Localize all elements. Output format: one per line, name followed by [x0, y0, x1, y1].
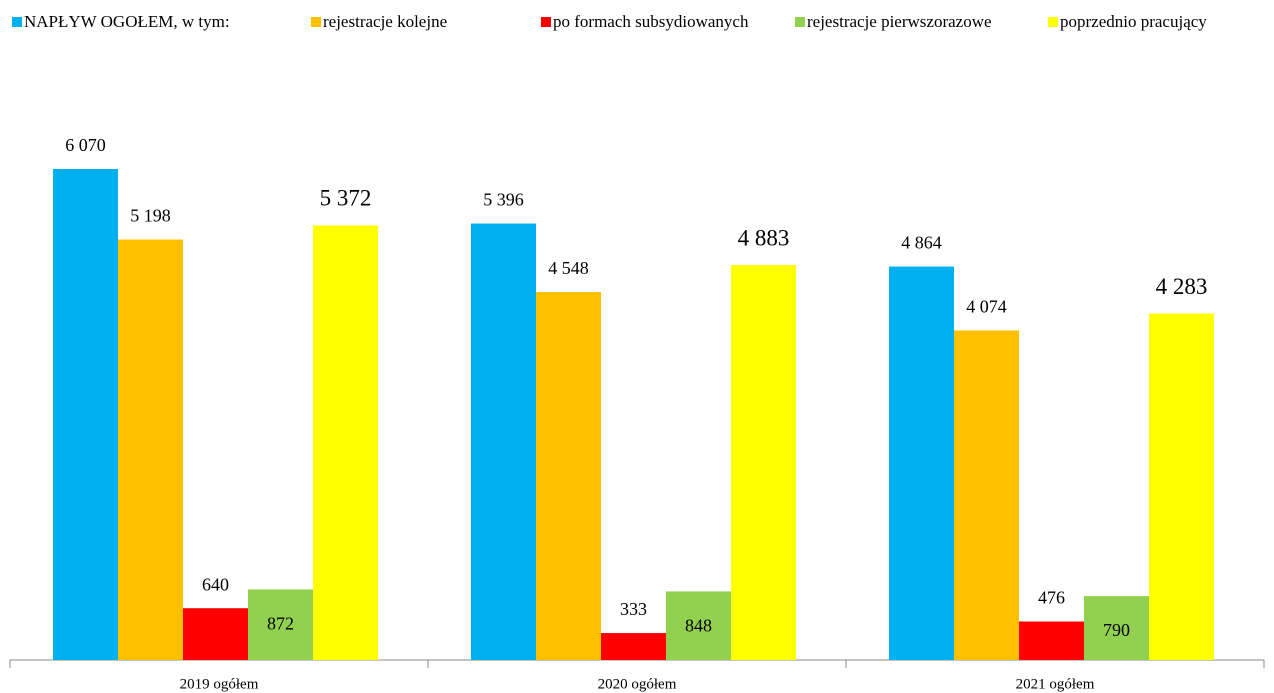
bar: [183, 608, 248, 660]
data-label: 4 074: [966, 297, 1007, 317]
x-tick-label: 2020 ogółem: [598, 676, 677, 692]
bar: [536, 292, 601, 660]
bar: [601, 633, 666, 660]
legend-label: rejestracje kolejne: [323, 12, 447, 31]
legend-swatch: [12, 17, 22, 27]
legend-label: po formach subsydiowanych: [553, 12, 749, 31]
legend-swatch: [311, 17, 321, 27]
data-label: 4 883: [738, 225, 790, 250]
bar: [248, 589, 313, 660]
bar: [118, 239, 183, 660]
legend-swatch: [541, 17, 551, 27]
bar: [53, 169, 118, 660]
data-label: 4 548: [548, 258, 589, 278]
bar: [954, 330, 1019, 660]
legend-swatch: [795, 17, 805, 27]
legend-label: poprzednio pracujący: [1060, 12, 1207, 31]
x-tick-label: 2019 ogółem: [180, 676, 259, 692]
bar: [313, 225, 378, 661]
legend-label: rejestracje pierwszorazowe: [807, 12, 992, 31]
data-label: 6 070: [65, 135, 106, 155]
x-tick-label: 2021 ogółem: [1016, 676, 1095, 692]
legend-swatch: [1048, 17, 1058, 27]
data-label: 5 372: [320, 186, 372, 211]
data-label: 4 283: [1156, 274, 1208, 299]
data-label: 790: [1103, 620, 1130, 640]
bar: [666, 591, 731, 660]
bar: [1019, 621, 1084, 660]
data-label: 872: [267, 614, 294, 634]
bar: [731, 265, 796, 660]
bar: [889, 266, 954, 660]
data-label: 5 198: [130, 206, 171, 226]
data-label: 333: [620, 599, 647, 619]
legend-label: NAPŁYW OGOŁEM, w tym:: [24, 12, 230, 31]
data-label: 848: [685, 616, 712, 636]
data-label: 640: [202, 574, 229, 594]
data-label: 476: [1038, 588, 1065, 608]
bar: [471, 223, 536, 661]
data-label: 4 864: [901, 233, 942, 253]
bar: [1084, 596, 1149, 660]
bar: [1149, 313, 1214, 660]
data-label: 5 396: [483, 190, 524, 210]
